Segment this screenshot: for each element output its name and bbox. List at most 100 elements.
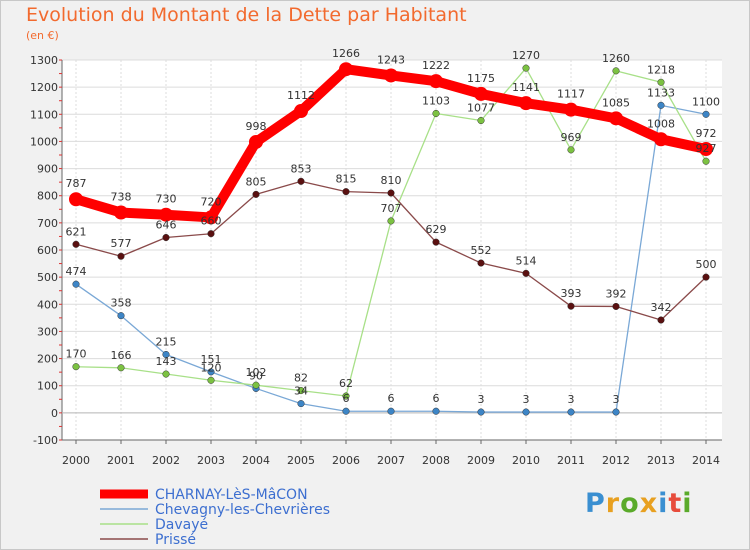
chart-title: Evolution du Montant de la Dette par Hab…: [26, 4, 467, 26]
x-tick-label: 2008: [422, 454, 450, 467]
x-tick-label: 2014: [692, 454, 720, 467]
y-tick-label: 1200: [30, 81, 58, 94]
data-point: [702, 110, 710, 118]
series-lines: [69, 62, 713, 416]
proxiti-logo: Proxiti: [585, 488, 693, 519]
data-label: 3: [478, 393, 485, 406]
data-point: [162, 350, 170, 359]
data-point: [387, 189, 395, 197]
y-tick-label: 900: [37, 163, 58, 176]
data-point: [297, 400, 305, 408]
data-label: 1117: [557, 88, 585, 101]
x-tick-label: 2010: [512, 454, 540, 467]
data-label: 1085: [602, 96, 630, 109]
x-tick-label: 2004: [242, 454, 270, 467]
y-tick-label: 200: [37, 353, 58, 366]
data-label: 6: [433, 392, 440, 405]
data-label: 1260: [602, 52, 630, 65]
logo-letter: i: [658, 488, 669, 519]
legend-label: Chevagny-les-Chevrières: [155, 502, 330, 518]
data-label: 629: [426, 223, 447, 236]
data-label: 577: [111, 237, 132, 250]
data-point: [297, 177, 305, 185]
y-tick-label: 100: [37, 380, 58, 393]
data-point: [159, 207, 173, 222]
x-tick-label: 2006: [332, 454, 360, 467]
x-tick-label: 2012: [602, 454, 630, 467]
data-point: [429, 74, 443, 89]
data-point: [72, 363, 80, 371]
data-point: [432, 109, 440, 118]
data-point: [294, 104, 308, 119]
chart-unit-label: (en €): [26, 29, 59, 42]
data-point: [477, 259, 485, 267]
data-label: 552: [471, 244, 492, 257]
data-label: 1141: [512, 81, 540, 94]
x-tick-label: 2005: [287, 454, 315, 467]
data-point: [567, 408, 575, 416]
data-label: 102: [246, 366, 267, 379]
data-point: [522, 269, 530, 277]
data-point: [69, 192, 83, 207]
data-point: [657, 78, 665, 86]
data-point: [204, 210, 218, 225]
data-point: [522, 408, 530, 416]
legend-label: Davayé: [155, 517, 208, 533]
data-point: [117, 364, 125, 372]
data-label: 34: [294, 385, 308, 398]
data-label: 514: [516, 254, 537, 267]
data-point: [207, 368, 215, 376]
data-label: 215: [156, 336, 177, 349]
y-tick-label: 1000: [30, 135, 58, 148]
data-label: 1008: [647, 117, 675, 130]
data-label: 1243: [377, 53, 405, 66]
legend-label: CHARNAY-LèS-MâCON: [155, 487, 308, 503]
data-point: [117, 252, 125, 260]
y-tick-label: 1100: [30, 108, 58, 121]
y-tick-label: 700: [37, 217, 58, 230]
data-label: 358: [111, 297, 132, 310]
data-label: 707: [381, 202, 402, 215]
data-label: 720: [201, 195, 222, 208]
data-label: 1218: [647, 63, 675, 76]
data-point: [162, 370, 170, 378]
data-label: 3: [568, 393, 575, 406]
axes: -100 0 100 200 300 400 500 600 700 800 900 1000 1100…: [30, 54, 722, 467]
data-point: [252, 381, 260, 389]
data-point: [474, 86, 488, 101]
data-label: 143: [156, 355, 177, 368]
x-tick-label: 2002: [152, 454, 180, 467]
data-point: [519, 96, 533, 111]
data-label: 90: [249, 369, 263, 382]
data-label: 1112: [287, 89, 315, 102]
y-tick-label: 500: [37, 271, 58, 284]
legend-label: Prissé: [155, 532, 196, 548]
data-label: 1133: [647, 86, 675, 99]
data-point: [657, 316, 665, 324]
data-point: [207, 376, 215, 384]
data-label: 393: [561, 287, 582, 300]
data-point: [114, 205, 128, 220]
x-tick-label: 2003: [197, 454, 225, 467]
y-tick-label: 800: [37, 190, 58, 203]
data-point: [432, 238, 440, 246]
data-label: 6: [343, 392, 350, 405]
data-label: 787: [66, 177, 87, 190]
y-tick-label: 0: [51, 407, 58, 420]
data-label: 969: [561, 131, 582, 144]
y-tick-label: -100: [33, 434, 58, 447]
y-tick-label: 600: [37, 244, 58, 257]
data-point: [702, 273, 710, 281]
data-labels: 787 738 730 720 998 1112 1266 1243 1222 1175 1141 1…: [66, 47, 721, 406]
data-point: [72, 280, 80, 288]
data-point: [432, 407, 440, 415]
data-label: 500: [696, 258, 717, 271]
data-label: 1175: [467, 72, 495, 85]
data-point: [387, 217, 395, 225]
data-label: 738: [111, 191, 132, 204]
data-label: 660: [201, 215, 222, 228]
data-point: [207, 230, 215, 238]
x-tick-label: 2007: [377, 454, 405, 467]
data-label: 82: [294, 372, 308, 385]
